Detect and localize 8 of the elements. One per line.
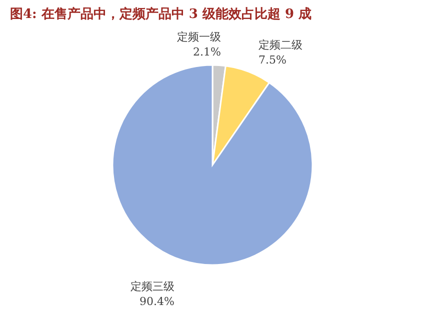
slice-label: 定频一级: [176, 30, 221, 44]
data-label: 90.4%: [140, 295, 174, 308]
chart-title: 图4: 在售产品中，定频产品中 3 级能效占比超 9 成: [10, 6, 312, 22]
data-label: 7.5%: [258, 54, 286, 67]
slice-label: 定频二级: [258, 38, 302, 52]
pie-slice: [112, 64, 314, 266]
slice-label: 定频三级: [130, 280, 174, 294]
data-label: 2.1%: [192, 45, 221, 58]
